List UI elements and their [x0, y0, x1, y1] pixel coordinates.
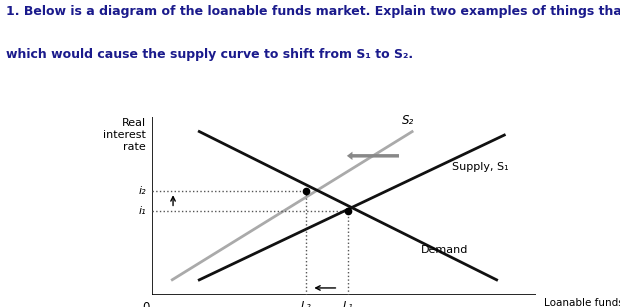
Text: L₂: L₂ — [300, 301, 311, 307]
Text: Supply, S₁: Supply, S₁ — [452, 161, 508, 172]
Text: which would cause the supply curve to shift from S₁ to S₂.: which would cause the supply curve to sh… — [6, 48, 414, 60]
Text: i₁: i₁ — [138, 206, 146, 216]
Text: Demand: Demand — [421, 245, 468, 255]
Text: Real
interest
rate: Real interest rate — [104, 119, 146, 152]
Text: i₂: i₂ — [138, 185, 146, 196]
Text: S₂: S₂ — [402, 114, 414, 127]
Text: L₁: L₁ — [343, 301, 353, 307]
Text: 0: 0 — [143, 301, 150, 307]
Text: Loanable funds
(billions of
dollars per year): Loanable funds (billions of dollars per … — [544, 298, 620, 307]
Text: 1. Below is a diagram of the loanable funds market. Explain two examples of thin: 1. Below is a diagram of the loanable fu… — [6, 5, 620, 17]
